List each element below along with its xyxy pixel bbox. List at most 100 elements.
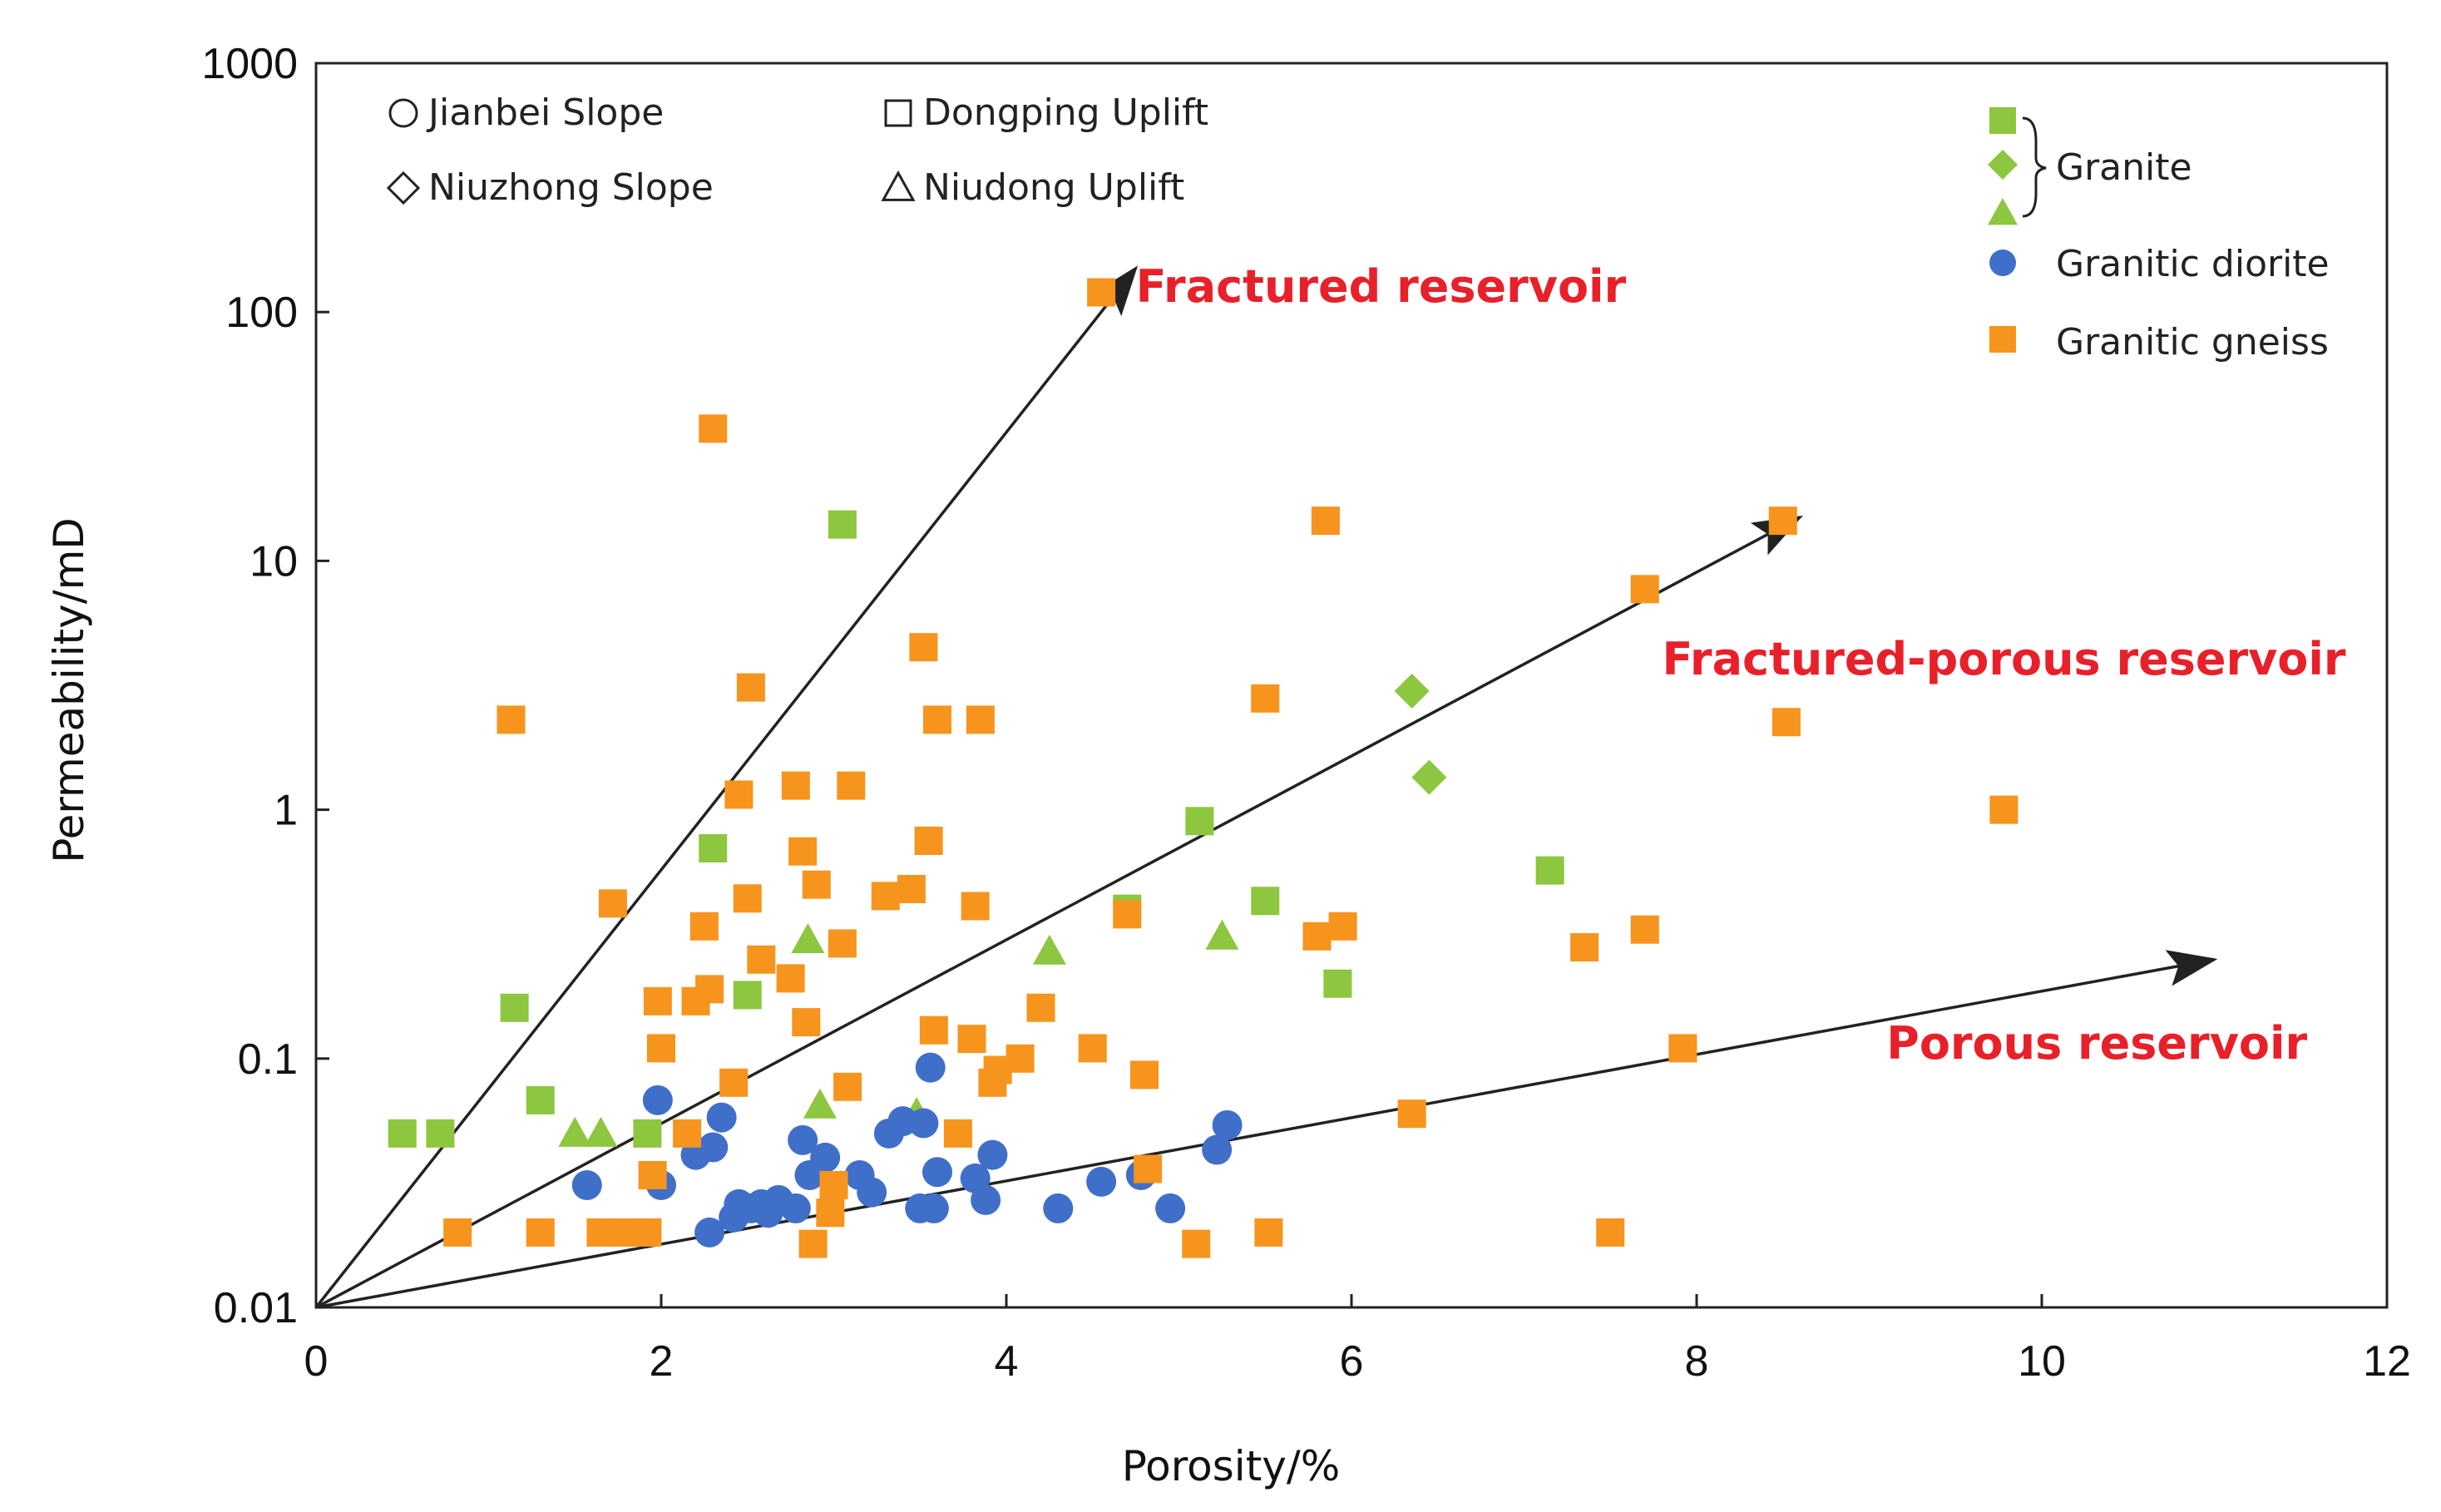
diorite-circle-point: [642, 1085, 673, 1115]
gneiss-square-point: [736, 673, 765, 702]
granite-diamond-point: [1411, 759, 1447, 795]
granite-triangle-point: [584, 1116, 618, 1147]
gneiss-square-point: [1668, 1034, 1697, 1063]
y-tick-label: 100: [225, 289, 298, 337]
y-axis-ticks: 0.01 0.1 1 10 100 1000: [201, 40, 329, 1332]
diorite-circle-point: [1043, 1193, 1074, 1223]
annotation-label: Fractured reservoir: [1136, 260, 1627, 313]
granite-square-point: [699, 833, 728, 862]
diorite-circle-point: [1155, 1193, 1186, 1223]
legend-granite-diamond: [1988, 150, 2018, 180]
gneiss-square-point: [897, 874, 926, 903]
granite-triangle-point: [1032, 934, 1066, 965]
gneiss-square-point: [643, 986, 672, 1015]
gneiss-square-point: [1630, 915, 1659, 944]
granite-square-point: [633, 1119, 662, 1148]
gneiss-square-point: [798, 1229, 828, 1258]
gneiss-square-point: [871, 882, 900, 911]
gneiss-square-point: [638, 1160, 667, 1189]
gneiss-square-point: [1771, 708, 1801, 737]
diorite-circle-point: [918, 1193, 949, 1223]
legend: Jianbei Slope Dongping Uplift Niuzhong Slo…: [386, 91, 2330, 363]
legend-square-symbol: [884, 99, 912, 127]
gneiss-square-point: [919, 1015, 948, 1045]
x-tick-label: 2: [650, 1337, 674, 1386]
gneiss-square-point: [1130, 1060, 1159, 1090]
diorite-circle-point: [977, 1139, 1008, 1170]
annotation-label: Fractured-porous reservoir: [1663, 633, 2346, 685]
legend-circle-symbol: [388, 98, 418, 128]
gneiss-square-point: [1328, 912, 1357, 941]
data-points: [388, 278, 2019, 1258]
x-axis-ticks: 0 2 4 6 8 10 12: [304, 1294, 2411, 1386]
gneiss-square-point: [1251, 684, 1280, 713]
y-tick-label: 1000: [201, 40, 298, 88]
gneiss-square-point: [781, 771, 810, 800]
granite-square-point: [426, 1119, 455, 1148]
gneiss-square-point: [699, 414, 728, 443]
granite-square-point: [526, 1085, 555, 1114]
gneiss-square-point: [792, 1008, 821, 1037]
gneiss-square-point: [724, 780, 754, 809]
x-tick-label: 12: [2363, 1337, 2411, 1386]
gneiss-square-point: [909, 633, 938, 662]
gneiss-square-point: [1078, 1034, 1107, 1063]
gneiss-square-point: [802, 870, 831, 899]
y-tick-label: 1: [274, 787, 298, 835]
gneiss-square-point: [695, 975, 724, 1004]
legend-region-label: Niuzhong Slope: [428, 166, 714, 209]
annotation-label: Porous reservoir: [1886, 1017, 2307, 1070]
gneiss-square-point: [914, 826, 943, 855]
granite-square-point: [1251, 887, 1280, 916]
gneiss-square-point: [1630, 575, 1659, 604]
granite-square-point: [1323, 969, 1352, 998]
gneiss-square-point: [833, 1072, 862, 1101]
legend-region-label: Jianbei Slope: [426, 91, 664, 134]
diorite-circle-point: [788, 1124, 818, 1155]
reservoir-arrow: [315, 515, 1804, 1309]
gneiss-square-point: [719, 1068, 749, 1097]
gneiss-square-point: [647, 1034, 675, 1063]
gneiss-square-point: [1768, 506, 1797, 536]
legend-granite-brace: [2022, 116, 2047, 218]
gneiss-square-point: [837, 771, 866, 800]
legend-region-label: Dongping Uplift: [923, 91, 1208, 134]
gneiss-square-point: [1596, 1218, 1625, 1247]
diorite-circle-point: [1212, 1109, 1243, 1140]
granite-square-point: [388, 1119, 417, 1148]
granite-triangle-point: [803, 1088, 837, 1119]
gneiss-square-point: [1026, 993, 1055, 1022]
gneiss-square-point: [633, 1218, 662, 1247]
gneiss-square-point: [943, 1119, 972, 1148]
diorite-circle-point: [922, 1157, 952, 1188]
x-tick-label: 6: [1340, 1337, 1364, 1386]
gneiss-square-point: [747, 945, 776, 974]
legend-granite-square: [1989, 107, 2016, 134]
x-tick-label: 8: [1685, 1337, 1709, 1386]
granite-square-point: [1185, 807, 1214, 836]
gneiss-square-point: [1397, 1099, 1426, 1129]
gneiss-square-point: [816, 1198, 845, 1228]
reservoir-arrows: [314, 265, 2218, 1309]
diorite-circle-point: [780, 1193, 811, 1223]
gneiss-square-point: [961, 892, 990, 921]
gneiss-square-point: [1302, 922, 1332, 951]
y-axis-label: Permeability/mD: [45, 517, 93, 863]
gneiss-square-point: [819, 1170, 848, 1199]
diorite-circle-point: [571, 1169, 602, 1200]
gneiss-square-point: [966, 705, 995, 734]
legend-granite-triangle: [1988, 198, 2018, 225]
granite-triangle-point: [1205, 919, 1239, 950]
granite-triangle-point: [558, 1116, 592, 1147]
diorite-circle-point: [706, 1102, 737, 1133]
x-tick-label: 10: [2018, 1337, 2066, 1386]
gneiss-square-point: [586, 1218, 615, 1247]
legend-gneiss-square: [1989, 326, 2016, 353]
diorite-circle-point: [698, 1132, 729, 1163]
diorite-circle-point: [1086, 1166, 1117, 1197]
gneiss-square-point: [443, 1218, 472, 1247]
gneiss-square-point: [598, 889, 627, 918]
gneiss-square-point: [1989, 795, 2019, 824]
